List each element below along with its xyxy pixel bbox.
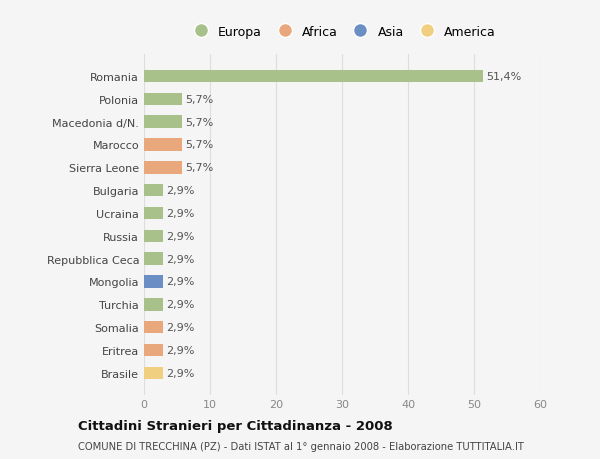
- Bar: [144, 93, 182, 106]
- Text: 2,9%: 2,9%: [166, 208, 195, 218]
- Text: 5,7%: 5,7%: [185, 163, 213, 173]
- Text: 5,7%: 5,7%: [185, 95, 213, 105]
- Text: 2,9%: 2,9%: [166, 323, 195, 332]
- Text: COMUNE DI TRECCHINA (PZ) - Dati ISTAT al 1° gennaio 2008 - Elaborazione TUTTITAL: COMUNE DI TRECCHINA (PZ) - Dati ISTAT al…: [78, 441, 524, 451]
- Bar: [144, 139, 182, 151]
- Bar: [144, 367, 163, 379]
- Bar: [144, 207, 163, 220]
- Text: 2,9%: 2,9%: [166, 231, 195, 241]
- Text: 2,9%: 2,9%: [166, 300, 195, 310]
- Bar: [144, 321, 163, 334]
- Bar: [144, 71, 483, 83]
- Bar: [144, 162, 182, 174]
- Bar: [144, 230, 163, 242]
- Text: 2,9%: 2,9%: [166, 345, 195, 355]
- Bar: [144, 344, 163, 357]
- Text: 5,7%: 5,7%: [185, 118, 213, 127]
- Bar: [144, 185, 163, 197]
- Text: 2,9%: 2,9%: [166, 277, 195, 287]
- Text: 51,4%: 51,4%: [487, 72, 522, 82]
- Text: 2,9%: 2,9%: [166, 186, 195, 196]
- Bar: [144, 275, 163, 288]
- Text: 5,7%: 5,7%: [185, 140, 213, 150]
- Text: 2,9%: 2,9%: [166, 254, 195, 264]
- Bar: [144, 298, 163, 311]
- Text: 2,9%: 2,9%: [166, 368, 195, 378]
- Bar: [144, 116, 182, 129]
- Bar: [144, 253, 163, 265]
- Text: Cittadini Stranieri per Cittadinanza - 2008: Cittadini Stranieri per Cittadinanza - 2…: [78, 419, 393, 432]
- Legend: Europa, Africa, Asia, America: Europa, Africa, Asia, America: [183, 21, 501, 44]
